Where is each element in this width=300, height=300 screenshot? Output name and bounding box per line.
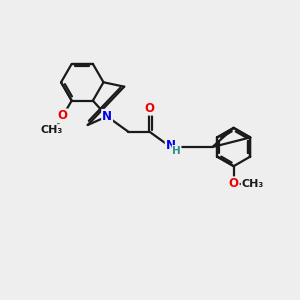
Text: CH₃: CH₃ [242, 179, 264, 189]
Text: O: O [145, 102, 154, 115]
Text: O: O [229, 177, 239, 190]
Text: N: N [102, 110, 112, 123]
Text: O: O [58, 110, 68, 122]
Text: N: N [166, 139, 176, 152]
Text: H: H [172, 146, 181, 155]
Text: CH₃: CH₃ [41, 125, 63, 135]
